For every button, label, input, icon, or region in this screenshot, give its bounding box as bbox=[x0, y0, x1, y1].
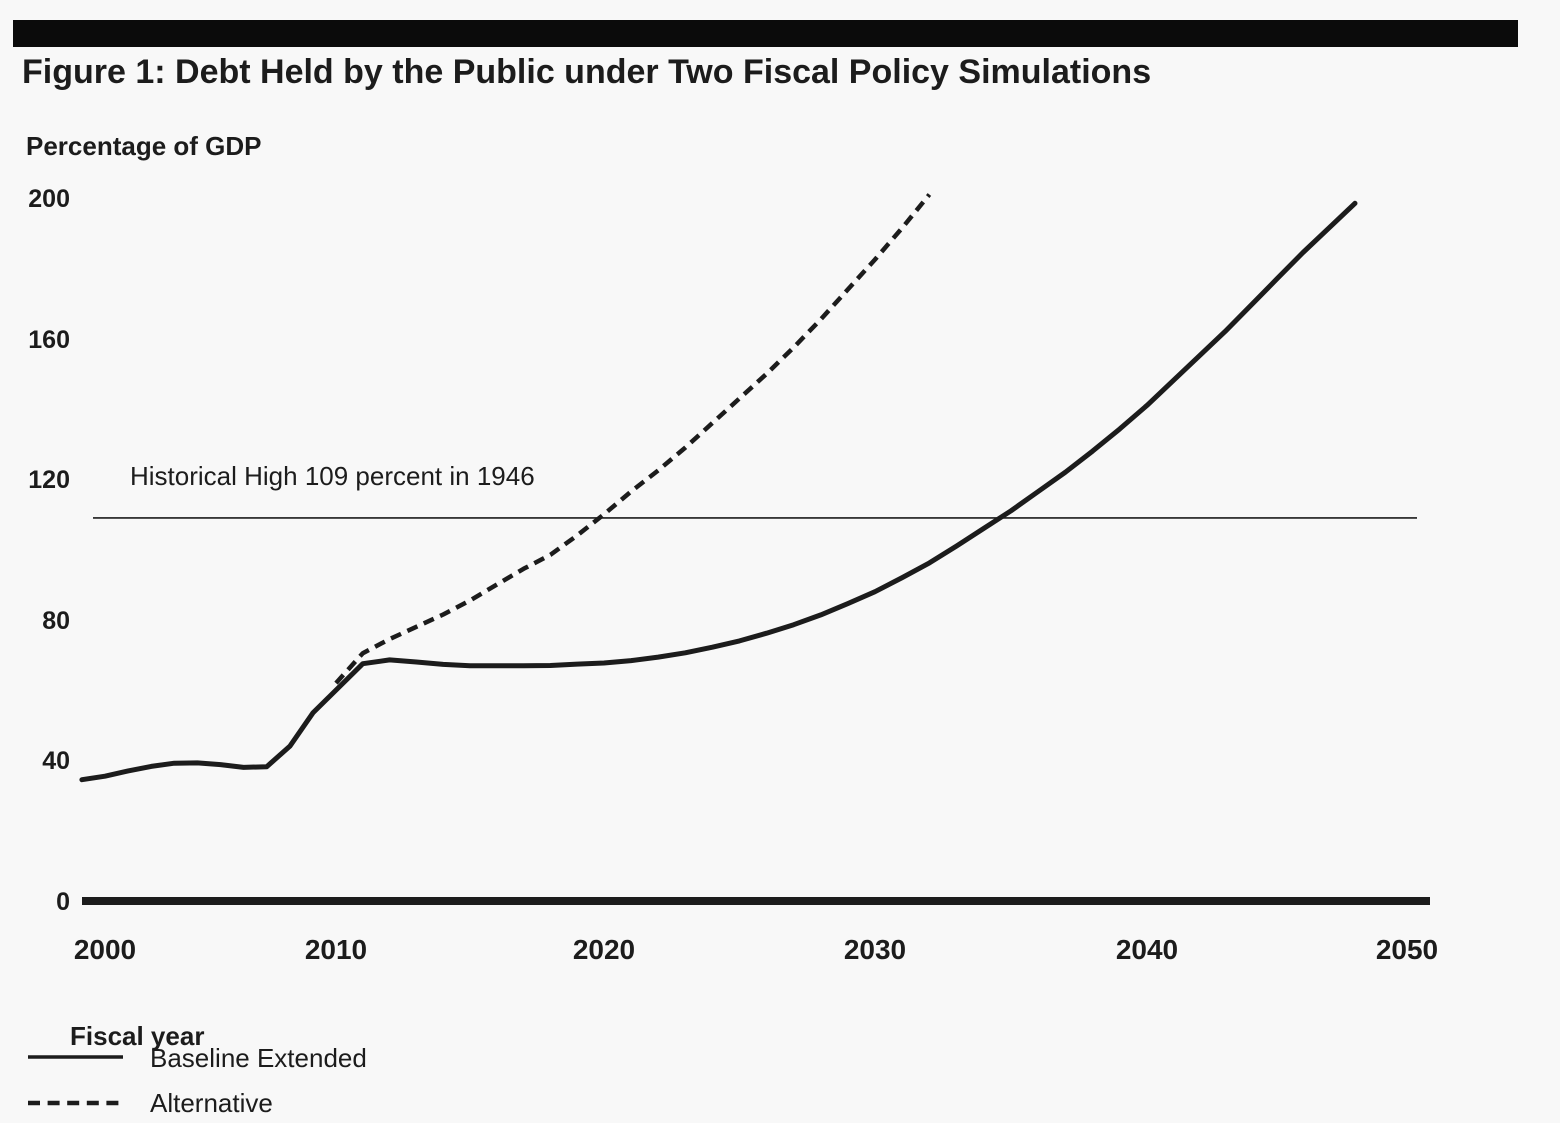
historical-high-label: Historical High 109 percent in 1946 bbox=[130, 461, 535, 491]
x-tick-label: 2040 bbox=[1115, 934, 1179, 965]
x-tick-label: 2030 bbox=[843, 934, 907, 965]
y-tick-label: 200 bbox=[28, 185, 70, 213]
x-tick-label: 2020 bbox=[572, 934, 636, 965]
legend-label-alternative: Alternative bbox=[150, 1088, 273, 1118]
y-tick-label: 0 bbox=[56, 888, 70, 916]
x-tick-label: 2050 bbox=[1375, 934, 1439, 965]
y-axis-caption: Percentage of GDP bbox=[26, 131, 262, 161]
y-tick-label: 40 bbox=[42, 747, 70, 776]
y-tick-label: 80 bbox=[42, 606, 70, 635]
top-divider-bar bbox=[13, 20, 1518, 47]
alternative-line bbox=[334, 193, 932, 685]
x-tick-label: 2000 bbox=[73, 934, 137, 965]
legend-label-baseline-extended: Baseline Extended bbox=[150, 1043, 367, 1073]
baseline-extended-line bbox=[79, 200, 1358, 783]
y-tick-label: 160 bbox=[28, 325, 70, 354]
y-tick-label: 120 bbox=[28, 466, 70, 495]
figure-title: Figure 1: Debt Held by the Public under … bbox=[22, 53, 1152, 91]
x-tick-label: 2010 bbox=[304, 934, 368, 965]
x-axis-label: Fiscal year bbox=[70, 1021, 205, 1051]
